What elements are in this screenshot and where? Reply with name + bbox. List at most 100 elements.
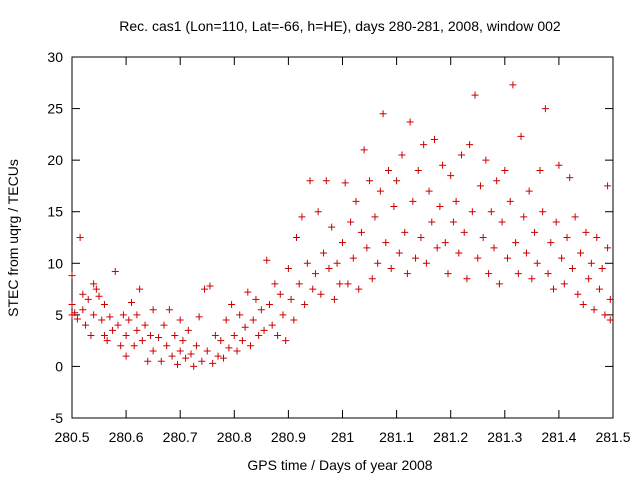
data-point <box>276 290 284 298</box>
data-point <box>133 311 141 319</box>
data-point <box>295 280 303 288</box>
data-point <box>290 316 298 324</box>
data-point <box>90 311 98 319</box>
data-point <box>211 331 219 339</box>
data-point <box>412 254 420 262</box>
data-point <box>322 177 330 185</box>
data-point <box>265 301 273 309</box>
data-point <box>284 264 292 272</box>
y-axis: -5 0 5 10 15 20 25 30 <box>47 49 613 426</box>
data-point <box>236 311 244 319</box>
y-tick-label: 0 <box>55 358 63 374</box>
data-point <box>585 275 593 283</box>
data-point <box>160 321 168 329</box>
y-tick-label: 30 <box>47 49 63 65</box>
data-point <box>233 347 241 355</box>
x-tick-label: 280.7 <box>163 429 198 445</box>
data-point <box>187 350 195 358</box>
data-point <box>436 203 444 211</box>
data-point <box>203 347 211 355</box>
y-tick-label: 25 <box>47 101 63 117</box>
data-point <box>138 337 146 345</box>
data-point <box>303 259 311 267</box>
data-point <box>279 311 287 319</box>
data-point <box>390 203 398 211</box>
chart-title: Rec. cas1 (Lon=110, Lat=-66, h=HE), days… <box>119 18 561 34</box>
data-point <box>460 228 468 236</box>
data-point <box>347 218 355 226</box>
data-point <box>179 337 187 345</box>
data-point <box>198 357 206 365</box>
data-point <box>476 182 484 190</box>
data-point <box>247 342 255 350</box>
data-point <box>119 311 127 319</box>
data-point <box>271 280 279 288</box>
data-point <box>165 306 173 314</box>
data-point <box>349 254 357 262</box>
data-point <box>541 105 549 113</box>
data-point <box>314 208 322 216</box>
x-tick-label: 281.2 <box>433 429 468 445</box>
data-point <box>441 239 449 247</box>
data-point <box>306 177 314 185</box>
data-point <box>336 280 344 288</box>
data-point <box>398 151 406 159</box>
data-point <box>357 228 365 236</box>
data-point <box>468 208 476 216</box>
data-point <box>566 174 574 182</box>
data-point <box>517 132 525 140</box>
data-point <box>549 285 557 293</box>
data-point <box>149 347 157 355</box>
data-point <box>73 315 81 323</box>
data-point <box>146 331 154 339</box>
data-point <box>552 218 560 226</box>
data-point <box>293 234 301 241</box>
data-point <box>604 244 612 252</box>
data-point <box>309 285 317 293</box>
data-point <box>531 228 539 236</box>
data-point <box>493 177 501 185</box>
data-point <box>376 187 384 195</box>
data-point <box>384 166 392 174</box>
data-point <box>228 301 236 309</box>
data-point <box>479 234 487 241</box>
data-point <box>606 316 614 324</box>
data-point <box>360 146 368 154</box>
data-point <box>79 290 87 298</box>
x-axis-label: GPS time / Days of year 2008 <box>247 457 432 473</box>
data-point <box>168 352 176 360</box>
data-point <box>512 239 520 247</box>
data-point <box>157 357 165 365</box>
data-point <box>171 331 179 339</box>
data-point <box>558 254 566 262</box>
data-point <box>571 213 579 221</box>
data-point <box>504 254 512 262</box>
data-point <box>206 282 214 290</box>
data-point <box>100 331 108 339</box>
x-tick-label: 281.1 <box>379 429 414 445</box>
data-point <box>344 280 352 288</box>
data-point <box>263 256 271 264</box>
data-point <box>604 182 612 190</box>
x-tick-label: 281.3 <box>487 429 522 445</box>
data-point <box>466 141 474 149</box>
x-tick-label: 281.5 <box>595 429 630 445</box>
data-point <box>339 239 346 247</box>
data-point <box>141 321 149 329</box>
data-point <box>355 285 363 293</box>
data-point <box>490 244 498 252</box>
data-point <box>82 321 90 329</box>
data-point <box>241 323 249 331</box>
data-point <box>406 118 414 126</box>
data-point <box>455 249 463 257</box>
plot-border <box>71 56 614 419</box>
data-point <box>606 295 614 303</box>
y-tick-label: 5 <box>55 307 63 323</box>
data-point <box>87 331 95 339</box>
data-point <box>595 285 603 293</box>
data-point <box>363 244 371 252</box>
data-point <box>482 156 490 164</box>
data-point <box>95 292 103 300</box>
data-point <box>528 275 536 283</box>
